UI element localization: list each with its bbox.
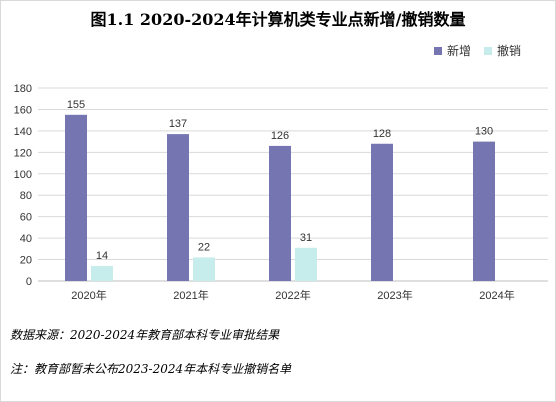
y-tick-label: 120 — [14, 147, 32, 159]
y-tick-label: 160 — [14, 104, 32, 116]
chart-title: 图1.1 2020-2024年计算机类专业点新增/撤销数量 — [90, 10, 466, 29]
data-label: 130 — [475, 126, 493, 138]
y-tick-label: 140 — [14, 126, 32, 138]
source-note: 数据来源：2020-2024年教育部本科专业审批结果 — [10, 328, 280, 342]
x-tick-label: 2024年 — [479, 288, 514, 302]
bar-added — [269, 145, 291, 281]
y-tick-label: 180 — [14, 83, 32, 95]
y-tick-label: 60 — [20, 212, 32, 224]
y-axis: 0 20 40 60 80 100 120 140 160 180 — [14, 83, 32, 288]
footnote: 注：教育部暂未公布2023-2024年本科专业撤销名单 — [10, 362, 292, 376]
legend-swatch — [434, 47, 442, 55]
x-tick-label: 2023年 — [377, 288, 412, 302]
y-tick-label: 40 — [20, 233, 32, 245]
bar-removed — [295, 247, 317, 281]
y-tick-label: 100 — [14, 169, 32, 181]
data-label: 126 — [271, 130, 289, 142]
bar-removed — [91, 265, 113, 281]
data-label: 128 — [373, 128, 391, 140]
bar-added — [371, 143, 393, 281]
x-tick-label: 2020年 — [71, 288, 106, 302]
data-label: 155 — [67, 99, 85, 111]
data-label: 31 — [300, 232, 312, 244]
y-tick-label: 80 — [20, 190, 32, 202]
x-axis: 2020年 2021年 2022年 2023年 2024年 — [71, 288, 514, 302]
gridlines — [38, 87, 548, 282]
data-label: 14 — [96, 250, 108, 262]
y-tick-label: 20 — [20, 255, 32, 267]
legend: 新增 撤销 — [434, 43, 521, 58]
bar-removed — [193, 257, 215, 281]
bar-added — [473, 141, 495, 281]
x-tick-label: 2022年 — [275, 288, 310, 302]
bars: 155 14 137 22 126 31 128 130 — [65, 99, 495, 281]
x-tick-label: 2021年 — [173, 288, 208, 302]
bar-added — [65, 114, 87, 281]
legend-label: 撤销 — [497, 43, 521, 58]
data-label: 137 — [169, 118, 187, 130]
bar-added — [167, 134, 189, 281]
y-tick-label: 0 — [26, 276, 32, 288]
legend-swatch — [484, 47, 492, 55]
legend-label: 新增 — [447, 43, 471, 58]
data-label: 22 — [198, 241, 210, 253]
